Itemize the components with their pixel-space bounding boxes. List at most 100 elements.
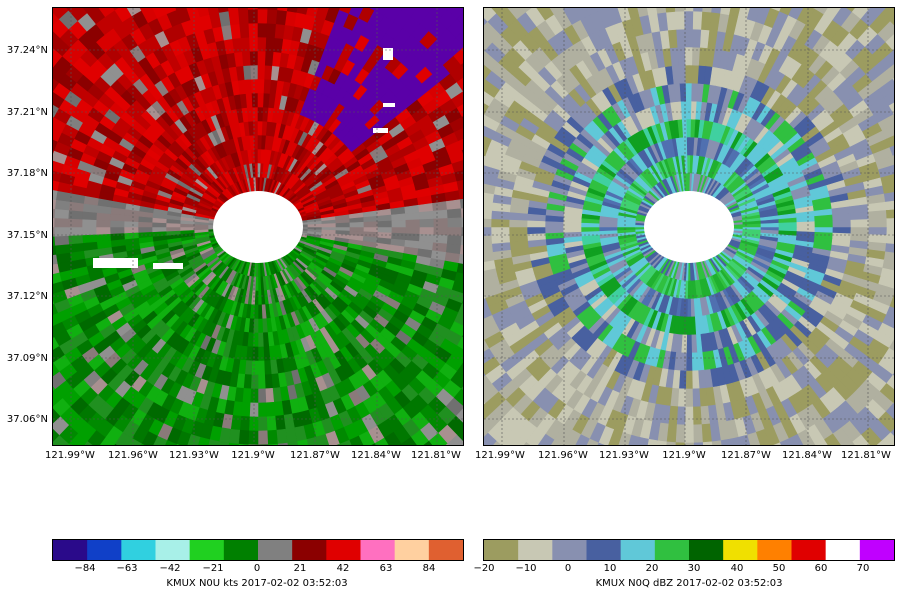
velocity-bin <box>257 430 269 445</box>
reflectivity-bin <box>699 405 711 425</box>
reflectivity-bin <box>585 8 599 16</box>
velocity-bin <box>228 442 239 445</box>
velocity-bin <box>461 226 463 237</box>
velocity-bin <box>275 428 288 445</box>
velocity-bin <box>186 433 201 445</box>
reflectivity-bin <box>685 82 693 102</box>
velocity-bin <box>67 226 83 236</box>
reflectivity-bin <box>484 234 493 245</box>
velocity-bin <box>377 220 393 228</box>
reflectivity-bin <box>883 347 894 364</box>
reflectivity-bin <box>484 428 488 437</box>
velocity-bin <box>123 220 139 228</box>
velocity-bin <box>453 388 463 407</box>
reflectivity-radar-image <box>484 8 894 445</box>
reflectivity-bin <box>823 433 841 445</box>
velocity-bin <box>257 360 265 376</box>
reflectivity-bin <box>490 226 510 236</box>
reflectivity-bin <box>537 433 555 445</box>
velocity-bin <box>53 47 63 66</box>
reflectivity-bin <box>484 306 493 319</box>
velocity-map-panel[interactable] <box>52 7 464 446</box>
velocity-bin <box>53 334 55 338</box>
velocity-bin <box>53 272 62 284</box>
reflectivity-bin <box>491 8 503 14</box>
velocity-bin <box>321 223 337 228</box>
velocity-bin <box>391 226 407 234</box>
reflectivity-bin <box>656 8 667 14</box>
velocity-bin <box>405 226 421 235</box>
reflectivity-bin <box>770 8 782 12</box>
reflectivity-bin <box>484 64 492 80</box>
reflectivity-bin <box>492 440 502 445</box>
velocity-bin <box>53 208 70 219</box>
reflectivity-bin <box>684 424 694 444</box>
velocity-bin <box>257 318 264 334</box>
velocity-bin <box>458 303 463 315</box>
reflectivity-bin <box>746 8 761 22</box>
velocity-bin <box>247 430 259 445</box>
reflectivity-bin <box>536 8 555 21</box>
reflectivity-bin <box>868 226 888 236</box>
reflectivity-bin <box>686 316 692 336</box>
velocity-bin <box>460 63 463 68</box>
velocity-bin <box>81 218 97 228</box>
reflectivity-bin <box>484 403 493 420</box>
reflectivity-bin <box>484 373 486 377</box>
velocity-bin <box>458 139 463 151</box>
velocity-bin <box>175 8 183 11</box>
reflectivity-bin <box>691 352 699 372</box>
reflectivity-bin <box>675 10 686 30</box>
velocity-bin <box>197 8 210 18</box>
reflectivity-bin <box>574 8 590 21</box>
velocity-bin <box>454 127 463 142</box>
reflectivity-bin <box>788 8 804 21</box>
velocity-bin <box>447 217 463 228</box>
velocity-bin <box>228 9 241 26</box>
velocity-bin <box>95 219 111 228</box>
reflectivity-bin <box>729 436 741 445</box>
velocity-bin <box>405 212 421 221</box>
reflectivity-bin <box>814 439 828 445</box>
velocity-bin <box>460 386 463 391</box>
reflectivity-bin <box>684 442 694 445</box>
velocity-bin <box>53 235 70 246</box>
velocity-bin <box>286 8 299 13</box>
velocity-bin <box>95 226 111 235</box>
velocity-bin <box>461 217 463 228</box>
velocity-bin <box>456 12 463 26</box>
reflectivity-bin <box>681 118 688 138</box>
reflectivity-bin <box>597 442 605 445</box>
velocity-bin <box>451 91 463 109</box>
velocity-bin <box>377 214 393 222</box>
velocity-bin <box>53 170 62 182</box>
reflectivity-bin <box>484 113 501 132</box>
velocity-bin <box>254 162 259 178</box>
velocity-bin <box>228 8 239 12</box>
reflectivity-bin <box>877 322 894 341</box>
velocity-bin <box>113 8 119 11</box>
velocity-bin <box>433 218 449 228</box>
reflectivity-bin <box>549 8 564 15</box>
reflectivity-bin <box>686 118 692 138</box>
no-data-patch <box>383 48 393 60</box>
reflectivity-bin <box>686 100 692 120</box>
reflectivity-bin <box>737 8 751 20</box>
velocity-bin <box>67 234 84 245</box>
velocity-bin <box>53 30 61 46</box>
velocity-bin <box>250 64 259 80</box>
velocity-bin <box>348 8 364 19</box>
velocity-bin <box>53 91 65 109</box>
velocity-bin <box>461 149 463 154</box>
velocity-bin <box>217 8 230 13</box>
reflectivity-bin <box>685 352 693 372</box>
reflectivity-bin <box>720 438 731 445</box>
velocity-bin <box>266 415 277 432</box>
velocity-bin <box>461 116 463 120</box>
velocity-bin <box>257 374 266 390</box>
reflectivity-bin <box>846 8 856 13</box>
reflectivity-bin <box>886 226 894 236</box>
reflectivity-map-panel[interactable] <box>483 7 895 446</box>
velocity-bin <box>422 8 434 14</box>
velocity-bin <box>363 215 379 223</box>
